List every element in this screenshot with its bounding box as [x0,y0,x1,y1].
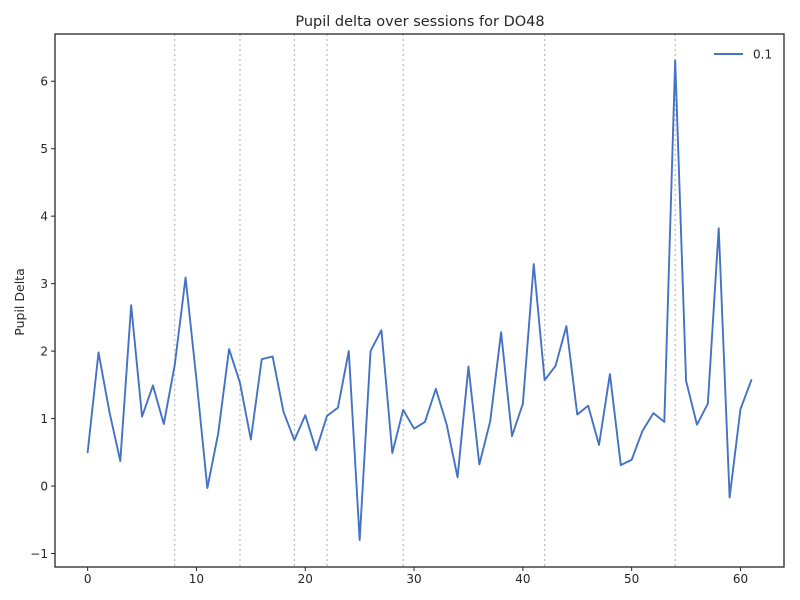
y-axis-label: Pupil Delta [12,268,27,335]
x-axis-ticks: 0 10 20 30 40 50 60 [84,567,748,586]
session-boundary-lines [174,34,676,567]
x-tick-label: 20 [298,572,313,586]
y-tick-label: 6 [40,75,48,89]
y-tick-label: 0 [40,480,48,494]
y-tick-label: 4 [40,210,48,224]
legend-label: 0.1 [753,48,772,62]
y-tick-label: 3 [40,277,48,291]
y-tick-label: 2 [40,345,48,359]
legend: 0.1 [714,48,772,62]
x-tick-label: 30 [406,572,421,586]
plot-frame [54,33,785,568]
x-tick-label: 0 [84,572,92,586]
y-tick-label: 1 [40,412,48,426]
x-tick-label: 40 [515,572,530,586]
x-tick-label: 50 [624,572,639,586]
y-tick-label: −1 [30,547,48,561]
chart-title: Pupil delta over sessions for DO48 [295,14,544,30]
y-axis-ticks: −1 0 1 2 3 4 5 6 [30,75,55,561]
x-tick-label: 60 [733,572,748,586]
y-tick-label: 5 [40,142,48,156]
series-layer [86,59,753,541]
x-tick-label: 10 [189,572,204,586]
series-line [86,59,753,541]
